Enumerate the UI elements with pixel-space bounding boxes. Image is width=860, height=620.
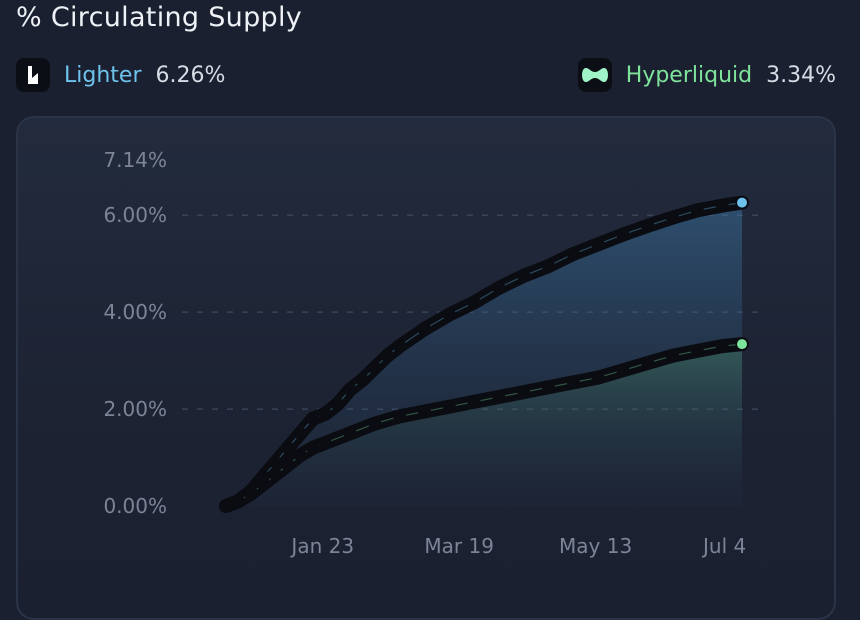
data-point: [368, 361, 382, 375]
data-point: [269, 455, 283, 469]
data-point: [616, 228, 630, 242]
data-point: [244, 487, 258, 501]
data-point: [331, 397, 345, 411]
data-point: [417, 322, 431, 336]
legend-lighter: Lighter 6.26%: [16, 58, 225, 92]
data-point: [231, 494, 245, 508]
data-point: [690, 344, 704, 358]
data-point: [616, 363, 630, 377]
y-tick-label: 4.00%: [103, 300, 167, 324]
legend-hyperliquid-value: 3.34%: [766, 62, 836, 88]
data-point: [306, 441, 320, 455]
data-point: [318, 407, 332, 421]
data-point: [293, 448, 307, 462]
x-tick-label: Jul 4: [701, 534, 746, 558]
series-end-point-hyperliquid: [737, 339, 747, 350]
data-point: [492, 390, 506, 404]
data-point: [306, 412, 320, 426]
data-point: [542, 259, 555, 273]
data-point: [641, 356, 655, 370]
y-tick-label: 6.00%: [103, 203, 167, 227]
data-point: [219, 499, 233, 513]
data-point: [517, 269, 531, 283]
page-title: % Circulating Supply: [16, 2, 303, 33]
chart-card: 0.00% 2.00% 4.00% 6.00% 7.14% Jan 23 Mar 19 May…: [16, 116, 836, 620]
data-point: [591, 237, 605, 251]
data-point: [591, 371, 605, 385]
legend-hyperliquid: Hyperliquid 3.34%: [577, 58, 836, 92]
data-point: [715, 199, 729, 213]
data-point: [393, 409, 407, 423]
data-point: [690, 203, 704, 217]
data-point: [641, 219, 655, 233]
data-point: [368, 417, 382, 431]
data-point: [343, 426, 357, 440]
x-tick-label: May 13: [559, 534, 632, 558]
series-end-point-lighter: [737, 197, 747, 208]
series-area-hyperliquid: [226, 344, 742, 506]
lighter-logo-icon: [16, 58, 50, 92]
data-point: [256, 477, 270, 491]
line-chart: 0.00% 2.00% 4.00% 6.00% 7.14% Jan 23 Mar 19 May…: [103, 148, 767, 558]
data-point: [417, 405, 431, 419]
x-tick-label: Mar 19: [424, 534, 494, 558]
data-point: [269, 468, 283, 482]
data-point: [467, 395, 481, 409]
data-point: [281, 458, 295, 472]
y-tick-label: 2.00%: [103, 397, 167, 421]
data-point: [666, 349, 680, 363]
data-point: [380, 349, 394, 363]
data-point: [281, 441, 295, 455]
data-point: [542, 380, 555, 394]
data-point: [318, 436, 332, 450]
hyperliquid-logo-icon: [577, 58, 612, 92]
data-point: [293, 426, 307, 440]
data-point: [715, 339, 729, 353]
data-point: [355, 373, 369, 387]
data-point: [442, 308, 456, 322]
data-point: [393, 339, 407, 353]
legend-hyperliquid-name: Hyperliquid: [625, 62, 753, 88]
data-point: [442, 400, 456, 414]
data-point: [566, 375, 580, 389]
data-point: [517, 385, 531, 399]
y-tick-label: 0.00%: [103, 494, 167, 518]
data-point: [343, 383, 357, 397]
legend-lighter-value: 6.26%: [155, 62, 226, 88]
data-point: [467, 295, 481, 309]
data-point: [566, 247, 580, 261]
legend-lighter-name: Lighter: [64, 62, 142, 88]
data-point: [666, 211, 680, 225]
data-point: [492, 281, 506, 295]
y-tick-label: 7.14%: [103, 148, 167, 172]
x-tick-label: Jan 23: [289, 534, 354, 558]
